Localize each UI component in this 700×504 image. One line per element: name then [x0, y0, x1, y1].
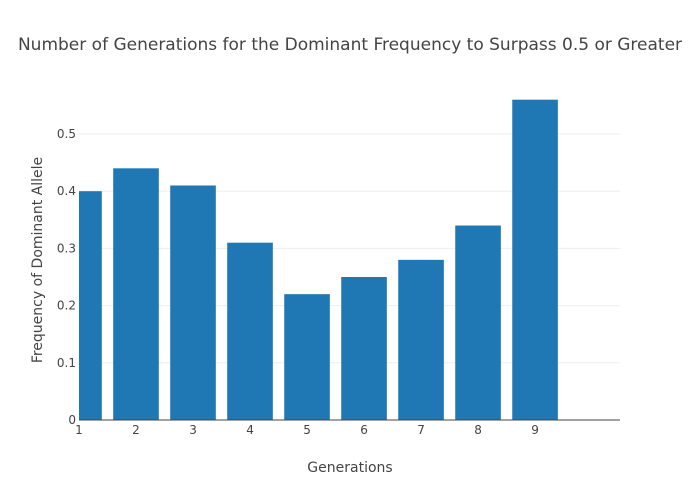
y-tick-label: 0.2	[57, 299, 76, 313]
x-tick-label: 9	[531, 423, 539, 437]
y-tick-label: 0	[68, 413, 76, 427]
x-tick-label: 5	[303, 423, 311, 437]
bar-2[interactable]	[113, 168, 159, 420]
x-tick-label: 7	[417, 423, 425, 437]
bar-6[interactable]	[341, 277, 387, 420]
x-axis-title: Generations	[307, 460, 392, 476]
x-tick-label: 8	[474, 423, 482, 437]
chart-title: Number of Generations for the Dominant F…	[18, 35, 682, 55]
bar-8[interactable]	[455, 225, 501, 420]
x-tick-labels: 1 2 3 4 5 6 7 8 9	[75, 423, 539, 437]
bar-7[interactable]	[398, 259, 444, 420]
x-tick-label: 4	[246, 423, 254, 437]
y-tick-label: 0.1	[57, 356, 76, 370]
y-tick-labels: 0 0.1 0.2 0.3 0.4 0.5	[57, 127, 76, 427]
bar-3[interactable]	[170, 185, 216, 420]
y-tick-label: 0.4	[57, 184, 76, 198]
x-tick-label: 2	[132, 423, 140, 437]
y-tick-label: 0.5	[57, 127, 76, 141]
bars	[56, 99, 558, 420]
bar-5[interactable]	[284, 294, 330, 420]
bar-4[interactable]	[227, 242, 273, 420]
y-tick-label: 0.3	[57, 241, 76, 255]
x-tick-label: 6	[360, 423, 368, 437]
x-tick-label: 1	[75, 423, 83, 437]
y-axis-title: Frequency of Dominant Allele	[30, 157, 46, 363]
x-tick-label: 3	[189, 423, 197, 437]
bar-1[interactable]	[56, 191, 102, 420]
bar-9[interactable]	[512, 99, 558, 420]
